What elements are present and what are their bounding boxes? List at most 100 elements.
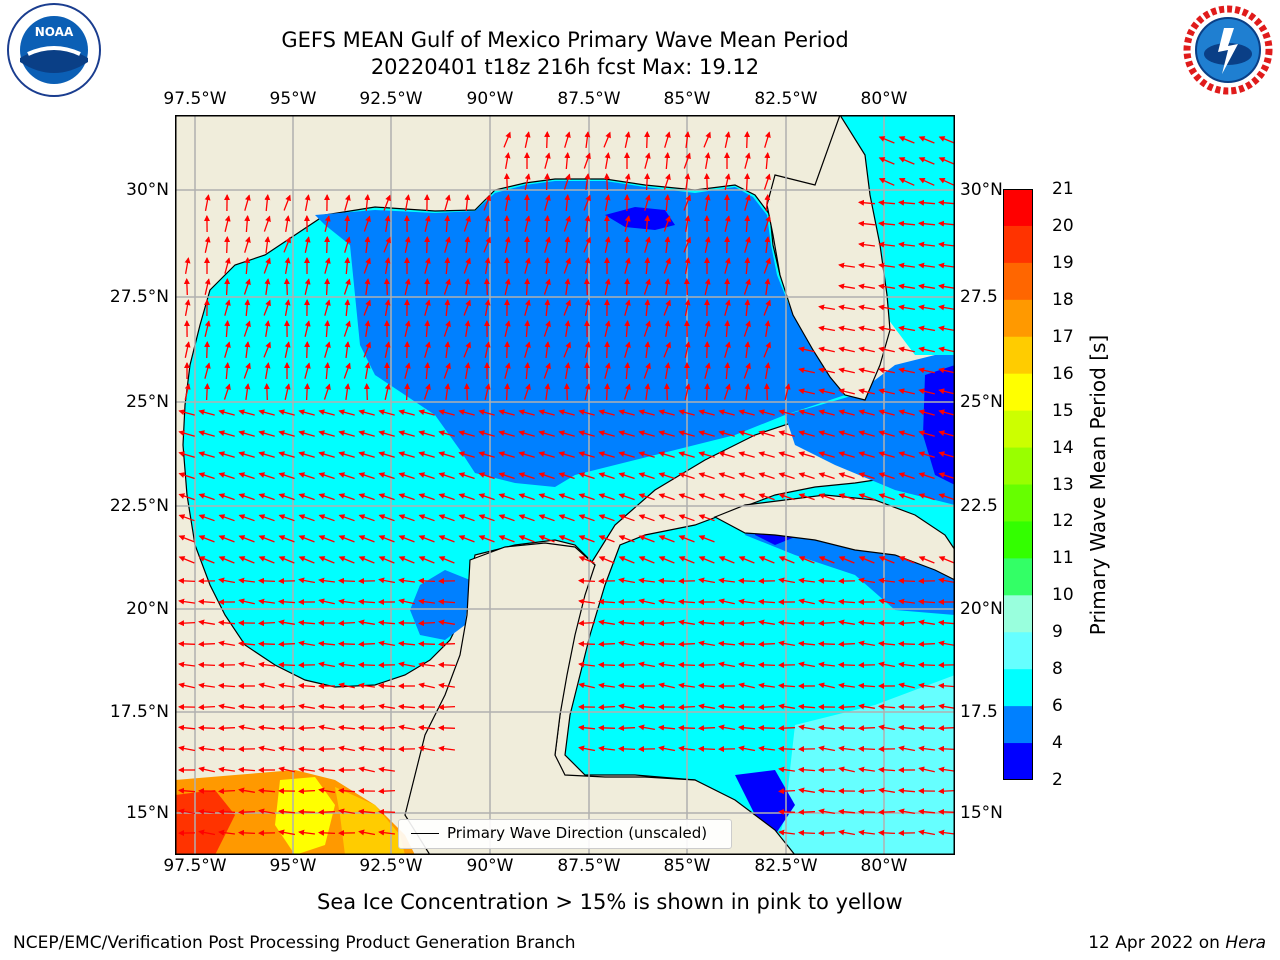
wave-arrow	[644, 215, 651, 233]
wave-arrow	[938, 136, 955, 144]
wave-arrow	[304, 236, 311, 253]
wave-arrow	[358, 641, 376, 648]
wave-arrow	[343, 362, 351, 379]
wave-arrow	[658, 493, 675, 501]
wave-arrow	[624, 362, 631, 380]
wave-arrow	[258, 493, 275, 501]
wave-arrow	[178, 451, 195, 458]
wave-arrow	[198, 514, 215, 522]
lat-label-right: 20°N	[960, 599, 1003, 619]
wave-arrow	[798, 809, 816, 816]
wave-arrow	[464, 362, 471, 380]
wave-arrow	[938, 640, 955, 647]
wave-arrow	[558, 514, 575, 522]
wave-arrow	[338, 598, 355, 605]
wave-arrow	[378, 745, 396, 752]
wave-arrow	[558, 535, 575, 543]
wave-arrow	[224, 299, 231, 316]
wave-arrow	[624, 215, 631, 232]
wave-arrow	[198, 535, 215, 543]
wave-arrow	[398, 493, 415, 501]
colorbar-tick-label: 8	[1052, 659, 1063, 680]
wave-arrow	[298, 829, 315, 836]
wave-arrow	[338, 661, 355, 668]
wave-arrow	[778, 808, 796, 815]
wave-arrow	[724, 320, 731, 338]
wave-arrow	[778, 829, 795, 836]
wave-arrow	[898, 493, 915, 501]
wave-arrow	[658, 661, 675, 668]
wave-arrow	[858, 493, 875, 501]
wave-arrow	[344, 299, 351, 317]
wave-arrow	[204, 362, 211, 379]
wave-arrow	[224, 257, 231, 274]
wave-arrow	[858, 451, 875, 458]
lat-label-right: 30°N	[960, 180, 1003, 200]
wave-arrow	[644, 236, 651, 253]
wave-arrow	[678, 556, 695, 564]
wave-arrow	[618, 682, 636, 689]
wave-arrow	[218, 725, 236, 732]
wave-arrow	[438, 409, 455, 416]
wave-arrow	[763, 215, 771, 232]
wave-arrow	[544, 152, 551, 169]
lon-label-bottom: 92.5°W	[359, 856, 423, 876]
wave-arrow	[643, 320, 651, 337]
wave-arrow	[418, 661, 435, 668]
lat-label-left: 15°N	[126, 803, 169, 823]
wave-arrow	[338, 535, 355, 543]
wave-arrow	[878, 283, 896, 290]
wave-arrow	[818, 745, 836, 752]
wave-arrow	[363, 215, 371, 232]
wave-arrow	[544, 257, 551, 275]
wave-arrow	[444, 383, 451, 400]
wave-arrow	[338, 808, 356, 815]
wave-arrow	[858, 262, 875, 269]
wave-arrow	[704, 194, 711, 212]
wave-arrow	[384, 299, 391, 317]
wave-arrow	[298, 577, 316, 584]
wave-arrow	[438, 472, 455, 480]
wave-arrow	[298, 682, 316, 689]
wave-arrow	[718, 703, 736, 710]
noaa-logo-text: NOAA	[35, 25, 74, 39]
wave-arrow	[178, 787, 196, 794]
wave-arrow	[764, 194, 771, 212]
wave-arrow	[484, 257, 491, 275]
wave-arrow	[658, 472, 675, 480]
wave-arrow	[698, 409, 715, 416]
wave-arrow	[564, 320, 571, 338]
wave-arrow	[304, 383, 311, 401]
colorbar-cell	[1003, 336, 1033, 375]
wave-arrow	[198, 724, 216, 731]
wave-arrow	[604, 236, 611, 253]
wave-arrow	[604, 320, 611, 337]
wave-arrow	[364, 278, 371, 295]
wave-arrow	[258, 535, 275, 543]
wave-arrow	[858, 577, 876, 584]
wave-arrow	[618, 640, 636, 647]
wave-arrow	[838, 430, 855, 437]
wave-arrow	[384, 341, 391, 358]
wave-arrow	[738, 724, 756, 731]
wave-arrow	[404, 320, 411, 337]
wave-arrow	[818, 367, 835, 374]
wave-arrow	[704, 152, 711, 170]
wave-arrow	[318, 409, 335, 416]
wave-arrow	[358, 745, 375, 752]
wave-arrow	[598, 661, 616, 668]
colorbar-cell	[1003, 706, 1033, 744]
wave-arrow	[718, 430, 735, 437]
wave-arrow	[918, 619, 936, 626]
wave-arrow	[778, 725, 796, 732]
wave-arrow	[598, 430, 615, 437]
colorbar-tick-label: 6	[1052, 696, 1063, 717]
wave-arrow	[664, 320, 671, 338]
wave-arrow	[538, 535, 555, 543]
wave-arrow	[724, 131, 731, 148]
wave-arrow	[278, 535, 295, 543]
wave-arrow	[738, 661, 755, 668]
wave-arrow	[258, 682, 275, 689]
wave-arrow	[478, 493, 495, 501]
wave-arrow	[578, 535, 595, 543]
